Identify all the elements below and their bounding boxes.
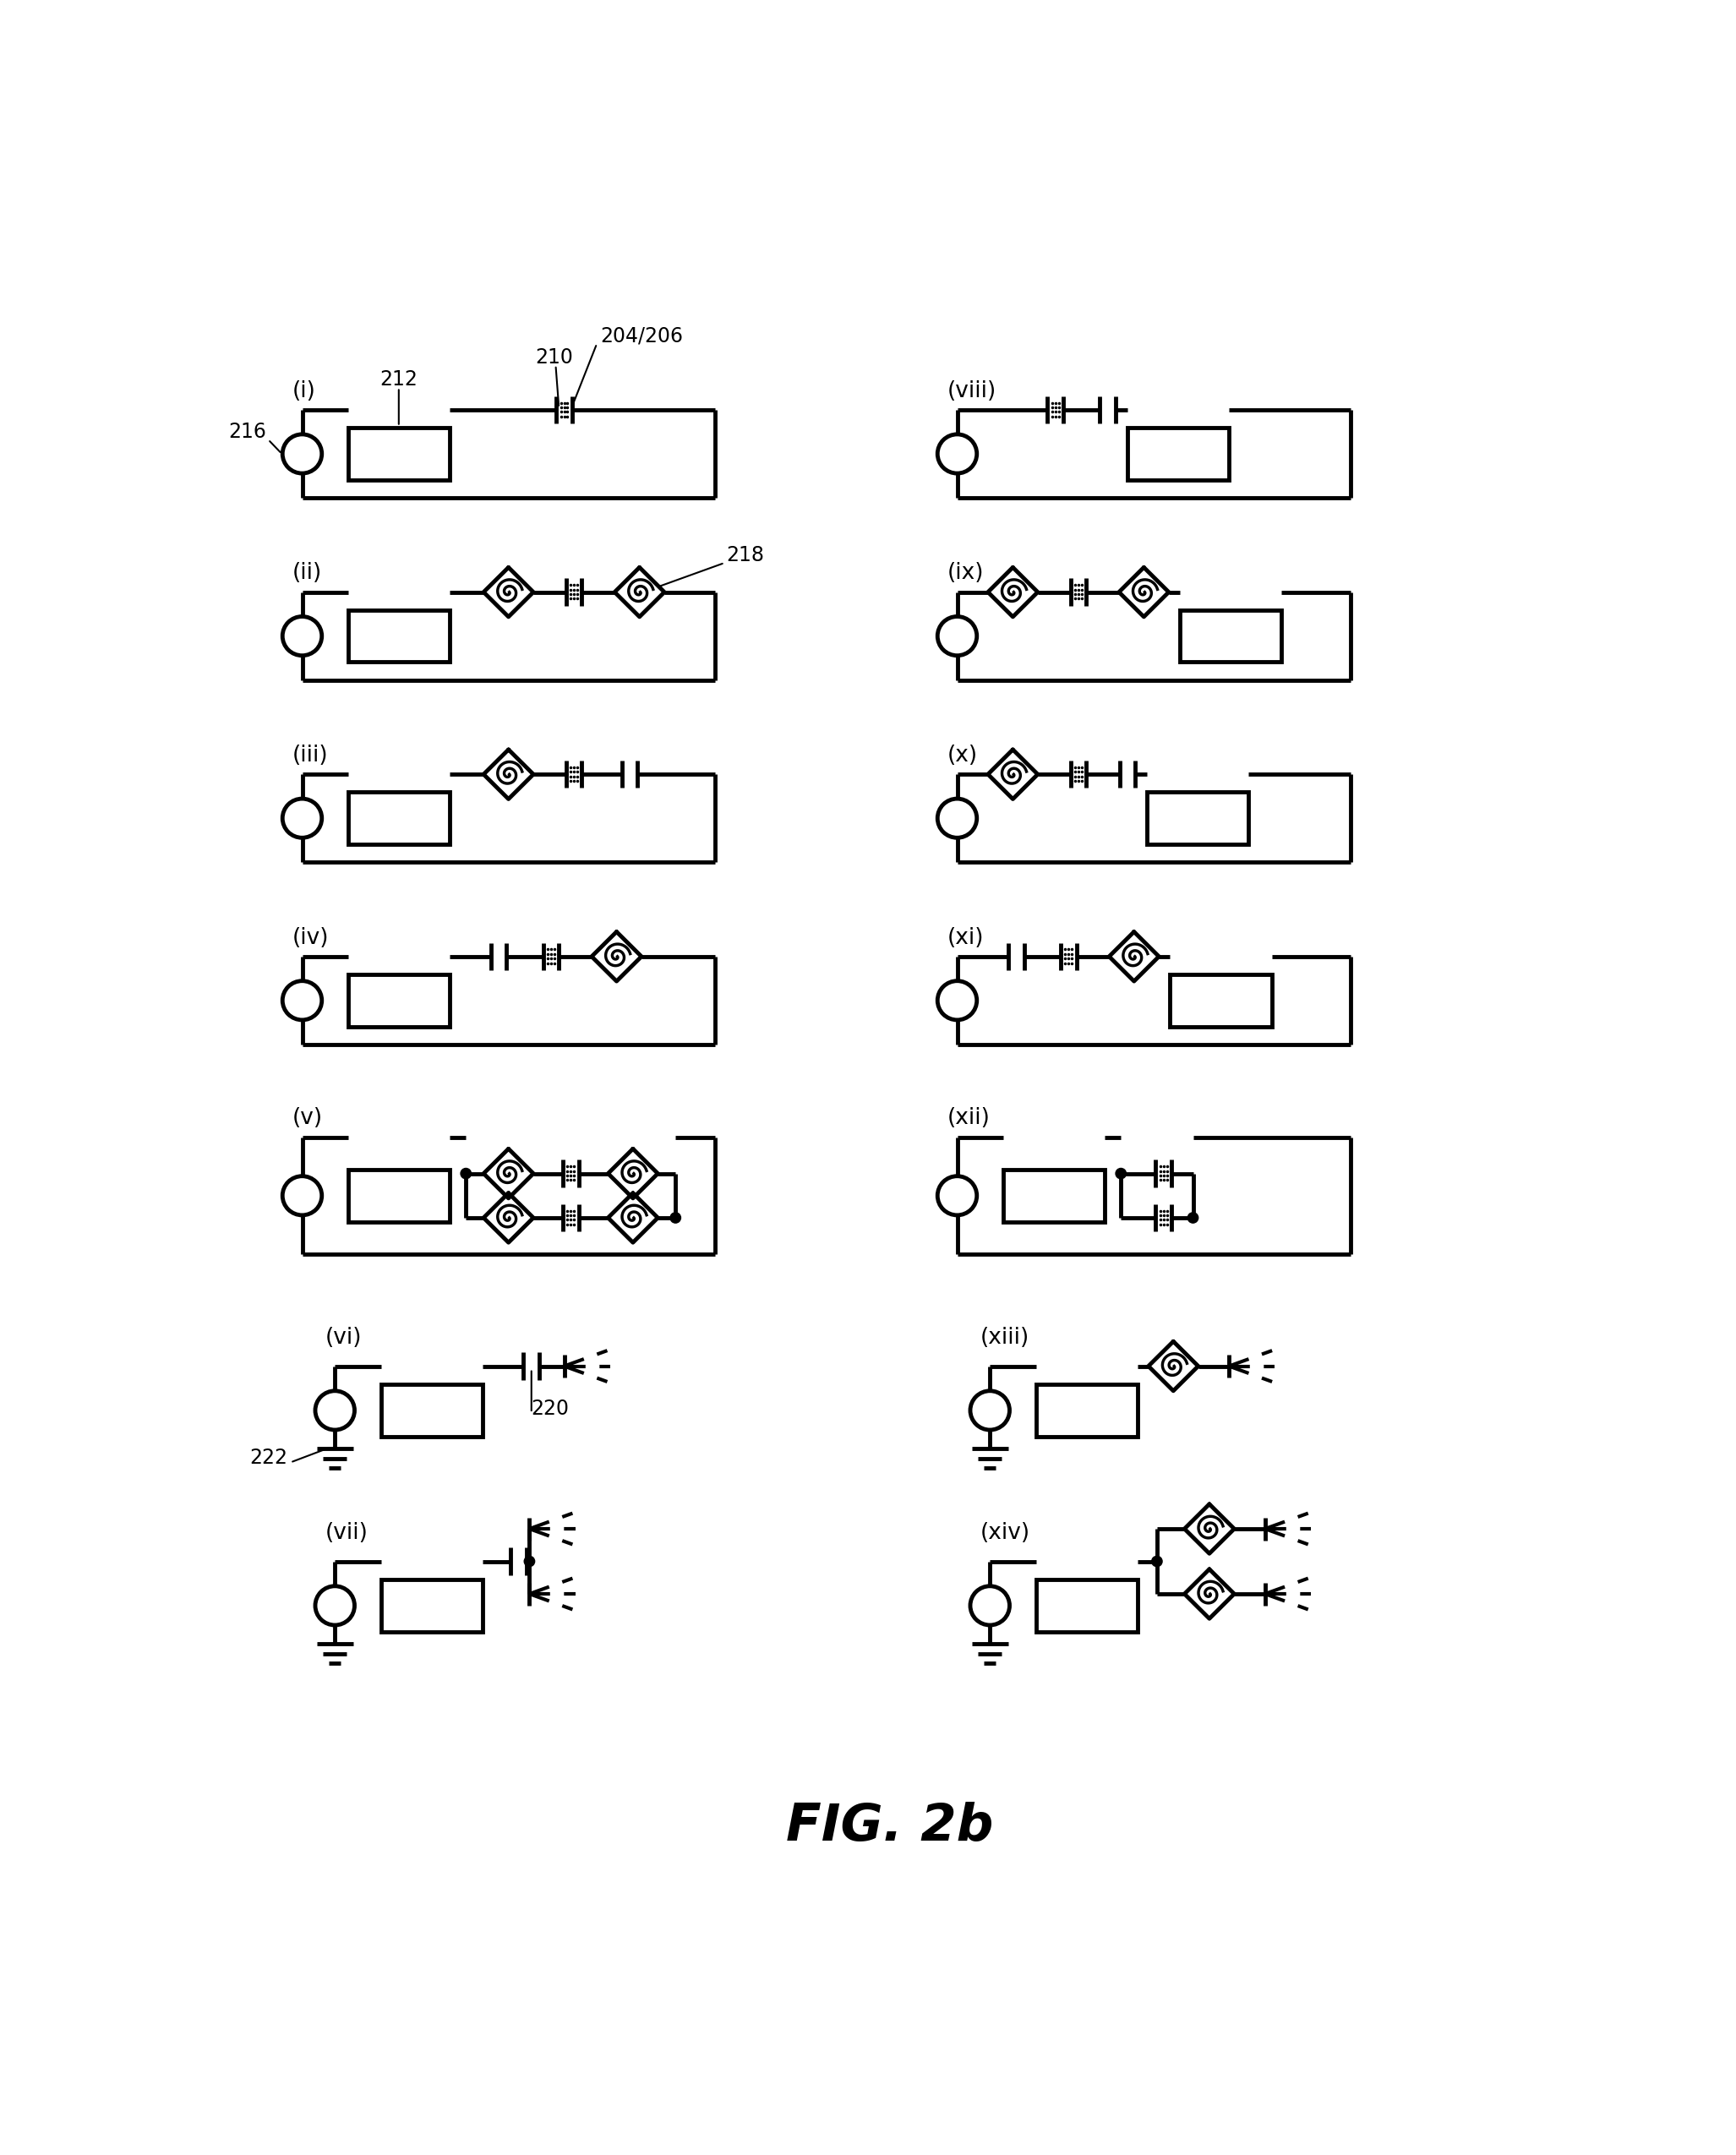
Circle shape	[670, 1213, 681, 1224]
Bar	[347, 610, 450, 662]
Bar	[1180, 610, 1281, 662]
Bar	[1127, 429, 1229, 481]
Text: (i): (i)	[292, 379, 316, 403]
Text: 218: 218	[727, 545, 764, 565]
Bar	[347, 793, 450, 845]
Bar	[1170, 974, 1271, 1026]
Text: (iii): (iii)	[292, 743, 328, 767]
Text: (v): (v)	[292, 1108, 323, 1129]
Text: 204/206: 204/206	[601, 325, 682, 345]
Text: (iv): (iv)	[292, 927, 330, 948]
Text: (vi): (vi)	[325, 1327, 361, 1349]
Text: (ii): (ii)	[292, 562, 323, 584]
Bar	[380, 1580, 483, 1631]
Text: 212: 212	[380, 369, 418, 390]
Bar	[347, 429, 450, 481]
Bar	[380, 1384, 483, 1437]
Text: 222: 222	[250, 1448, 288, 1468]
Text: (xii): (xii)	[948, 1108, 990, 1129]
Circle shape	[1116, 1168, 1127, 1179]
Circle shape	[460, 1168, 470, 1179]
Text: 220: 220	[531, 1399, 569, 1420]
Bar	[347, 974, 450, 1026]
Text: (xiii): (xiii)	[981, 1327, 1029, 1349]
Text: (viii): (viii)	[948, 379, 996, 403]
Text: FIG. 2b: FIG. 2b	[786, 1802, 993, 1851]
Text: (vii): (vii)	[325, 1521, 368, 1543]
Circle shape	[1151, 1556, 1161, 1567]
Text: 216: 216	[227, 422, 266, 442]
Text: (xi): (xi)	[948, 927, 984, 948]
Text: 210: 210	[535, 347, 573, 366]
Circle shape	[1187, 1213, 1198, 1224]
Text: (ix): (ix)	[948, 562, 984, 584]
Text: (x): (x)	[948, 743, 977, 767]
Circle shape	[524, 1556, 535, 1567]
Bar	[347, 1170, 450, 1222]
Bar	[1147, 793, 1248, 845]
Bar	[1003, 1170, 1104, 1222]
Bar	[1036, 1580, 1137, 1631]
Text: (xiv): (xiv)	[981, 1521, 1029, 1543]
Bar	[1036, 1384, 1137, 1437]
